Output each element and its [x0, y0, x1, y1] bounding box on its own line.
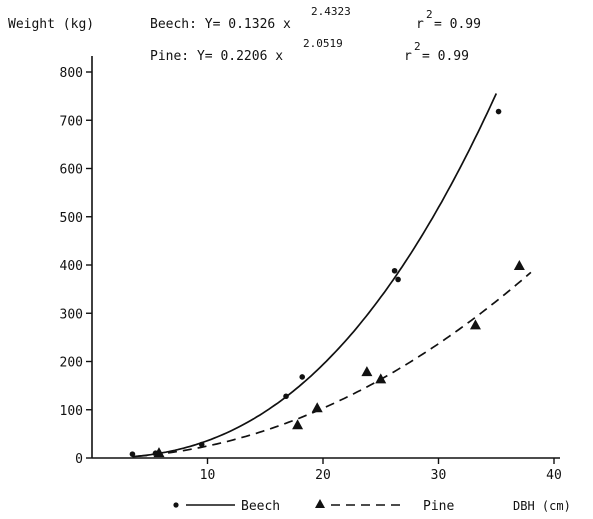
pine-fit-curve [138, 271, 532, 458]
legend-beech-label: Beech [241, 499, 280, 514]
beech-point [283, 393, 289, 400]
pine-point [513, 259, 525, 270]
y-axis-title: Weight (kg) [8, 17, 94, 32]
beech-r-label: r [416, 17, 424, 32]
legend: Beech Pine [173, 499, 454, 514]
data-points [129, 108, 525, 458]
beech-point [495, 108, 502, 115]
y-tick-label: 300 [60, 307, 83, 322]
pine-point [292, 419, 304, 430]
beech-point [395, 276, 401, 283]
axes: 0 100 200 300 400 500 600 700 800 10 20 30 40 [60, 56, 562, 483]
beech-fit-curve [132, 93, 498, 458]
legend-beech-marker [173, 502, 179, 508]
beech-point [129, 451, 136, 457]
pine-point [153, 447, 165, 458]
y-tick-label: 700 [60, 114, 83, 129]
pine-point [361, 366, 373, 377]
pine-point [375, 373, 387, 384]
legend-pine-label: Pine [423, 499, 454, 514]
x-axis-label: DBH (cm) [513, 499, 571, 513]
pine-exponent: 2.0519 [303, 37, 343, 50]
beech-point [299, 374, 306, 380]
y-axis-label: Weight (kg) [8, 17, 94, 32]
beech-r-exponent: 2 [426, 8, 433, 21]
y-tick-label: 800 [60, 66, 83, 81]
beech-r-value: = 0.99 [434, 17, 481, 32]
y-tick-label: 200 [60, 356, 83, 371]
beech-exponent: 2.4323 [311, 5, 351, 18]
x-tick-label: 10 [200, 468, 216, 483]
y-tick-label: 0 [75, 452, 83, 467]
pine-point [469, 319, 481, 330]
y-tick-label: 100 [60, 404, 83, 419]
x-tick-label: 20 [315, 468, 331, 483]
x-tick-label: 30 [431, 468, 447, 483]
legend-pine-marker [315, 499, 325, 508]
y-tick-label: 500 [60, 211, 83, 226]
beech-point [391, 267, 398, 274]
fit-curves [132, 93, 532, 458]
y-tick-label: 600 [60, 163, 83, 178]
pine-r-label: r [404, 49, 412, 64]
x-tick-label: 40 [546, 468, 562, 483]
pine-equation: Pine: Y= 0.2206 x [150, 49, 283, 64]
beech-point [198, 441, 205, 448]
pine-point [311, 402, 323, 413]
pine-r-value: = 0.99 [422, 49, 469, 64]
beech-equation: Beech: Y= 0.1326 x [150, 17, 291, 32]
pine-r-exponent: 2 [414, 40, 421, 53]
y-tick-label: 400 [60, 259, 83, 274]
